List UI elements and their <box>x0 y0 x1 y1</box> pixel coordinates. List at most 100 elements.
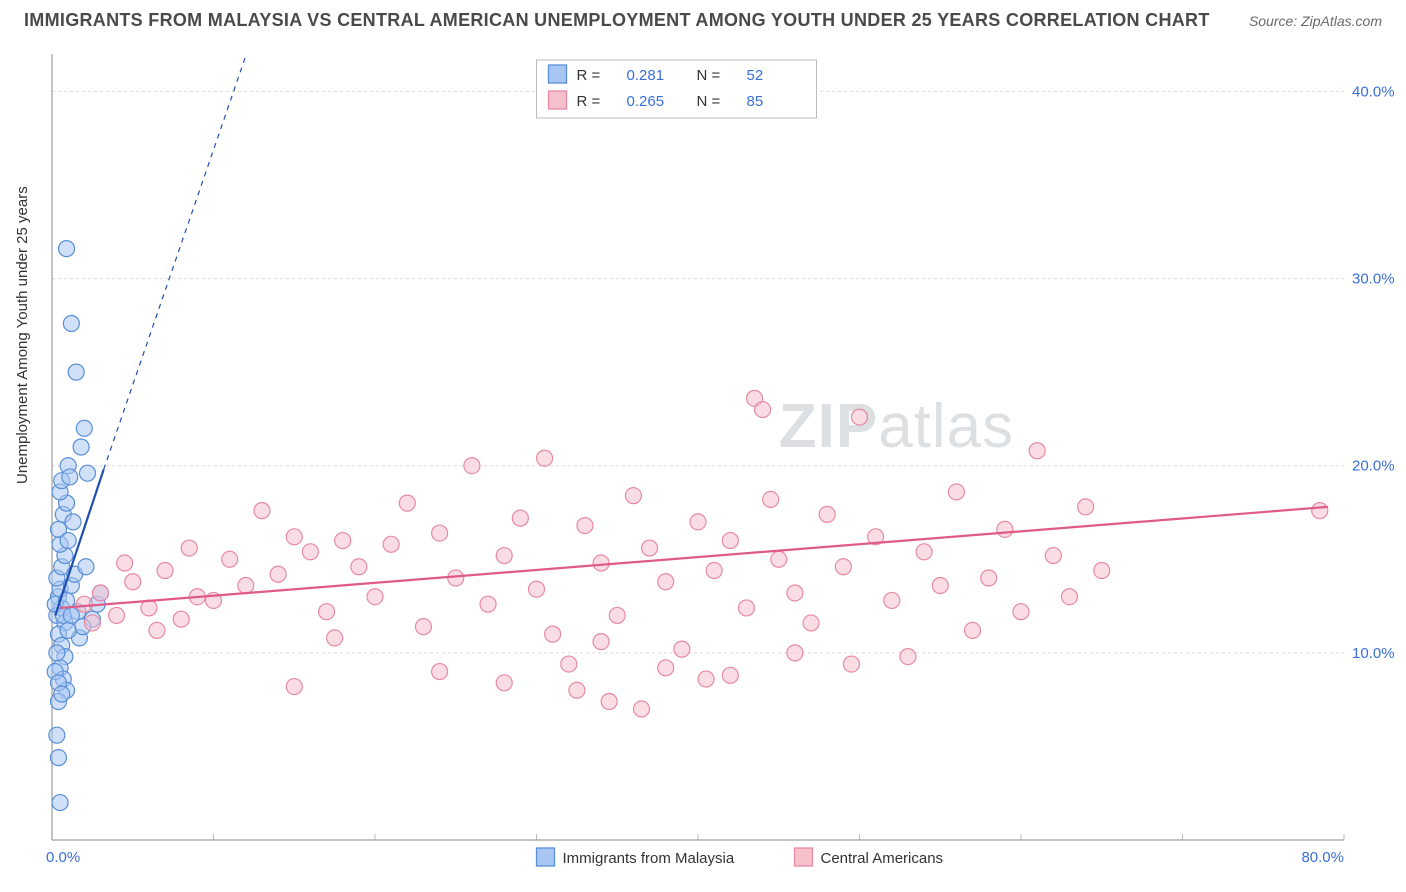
data-point-series-1 <box>698 671 714 687</box>
data-point-series-1 <box>658 660 674 676</box>
legend-swatch <box>549 65 567 83</box>
data-point-series-1 <box>674 641 690 657</box>
data-point-series-1 <box>76 596 92 612</box>
data-point-series-1 <box>537 450 553 466</box>
data-point-series-1 <box>625 488 641 504</box>
data-point-series-0 <box>59 241 75 257</box>
legend-n-label: N = <box>697 67 721 84</box>
data-point-series-1 <box>302 544 318 560</box>
data-point-series-1 <box>117 555 133 571</box>
data-point-series-1 <box>569 682 585 698</box>
data-point-series-1 <box>642 540 658 556</box>
data-point-series-1 <box>843 656 859 672</box>
data-point-series-1 <box>1045 548 1061 564</box>
data-point-series-1 <box>1013 604 1029 620</box>
data-point-series-1 <box>286 679 302 695</box>
bottom-legend-label: Central Americans <box>821 850 944 867</box>
y-axis-label: Unemployment Among Youth under 25 years <box>14 186 31 484</box>
data-point-series-1 <box>658 574 674 590</box>
chart-source: Source: ZipAtlas.com <box>1249 13 1382 29</box>
data-point-series-1 <box>173 611 189 627</box>
data-point-series-1 <box>593 555 609 571</box>
data-point-series-0 <box>49 727 65 743</box>
data-point-series-1 <box>738 600 754 616</box>
data-point-series-0 <box>80 465 96 481</box>
data-point-series-0 <box>52 795 68 811</box>
data-point-series-1 <box>763 491 779 507</box>
data-point-series-1 <box>149 622 165 638</box>
data-point-series-1 <box>965 622 981 638</box>
data-point-series-1 <box>916 544 932 560</box>
data-point-series-0 <box>63 607 79 623</box>
chart-header: IMMIGRANTS FROM MALAYSIA VS CENTRAL AMER… <box>0 0 1406 37</box>
data-point-series-1 <box>561 656 577 672</box>
legend-swatch <box>549 91 567 109</box>
data-point-series-1 <box>884 592 900 608</box>
data-point-series-1 <box>496 548 512 564</box>
data-point-series-1 <box>109 607 125 623</box>
data-point-series-1 <box>367 589 383 605</box>
data-point-series-1 <box>593 634 609 650</box>
data-point-series-1 <box>609 607 625 623</box>
data-point-series-1 <box>496 675 512 691</box>
data-point-series-1 <box>327 630 343 646</box>
data-point-series-1 <box>125 574 141 590</box>
data-point-series-1 <box>787 585 803 601</box>
bottom-legend-label: Immigrants from Malaysia <box>563 850 735 867</box>
data-point-series-1 <box>819 506 835 522</box>
data-point-series-1 <box>335 533 351 549</box>
data-point-series-0 <box>63 315 79 331</box>
data-point-series-1 <box>254 503 270 519</box>
y-tick-label: 30.0% <box>1352 271 1395 288</box>
data-point-series-1 <box>771 551 787 567</box>
data-point-series-0 <box>76 420 92 436</box>
data-point-series-1 <box>512 510 528 526</box>
data-point-series-1 <box>722 533 738 549</box>
data-point-series-0 <box>60 533 76 549</box>
data-point-series-1 <box>803 615 819 631</box>
data-point-series-1 <box>464 458 480 474</box>
data-point-series-1 <box>319 604 335 620</box>
data-point-series-0 <box>54 686 70 702</box>
data-point-series-1 <box>932 577 948 593</box>
data-point-series-0 <box>73 439 89 455</box>
data-point-series-1 <box>432 525 448 541</box>
x-tick-label: 0.0% <box>46 849 80 866</box>
data-point-series-1 <box>238 577 254 593</box>
legend-r-value: 0.265 <box>627 93 665 110</box>
legend-n-label: N = <box>697 93 721 110</box>
data-point-series-1 <box>84 615 100 631</box>
data-point-series-1 <box>948 484 964 500</box>
data-point-series-1 <box>529 581 545 597</box>
data-point-series-1 <box>270 566 286 582</box>
data-point-series-1 <box>997 521 1013 537</box>
data-point-series-1 <box>706 563 722 579</box>
legend-r-label: R = <box>577 93 601 110</box>
data-point-series-0 <box>62 469 78 485</box>
data-point-series-0 <box>65 514 81 530</box>
data-point-series-1 <box>981 570 997 586</box>
data-point-series-1 <box>690 514 706 530</box>
y-tick-label: 20.0% <box>1352 458 1395 475</box>
data-point-series-1 <box>852 409 868 425</box>
bottom-legend-swatch <box>795 848 813 866</box>
scatter-chart: 10.0%20.0%30.0%40.0%0.0%80.0%ZIPatlasR =… <box>0 44 1406 892</box>
data-point-series-1 <box>900 649 916 665</box>
source-label: Source: <box>1249 13 1297 29</box>
data-point-series-1 <box>286 529 302 545</box>
legend-r-label: R = <box>577 67 601 84</box>
data-point-series-1 <box>448 570 464 586</box>
x-tick-label: 80.0% <box>1301 849 1344 866</box>
legend-r-value: 0.281 <box>627 67 665 84</box>
legend-n-value: 52 <box>747 67 764 84</box>
data-point-series-1 <box>480 596 496 612</box>
chart-area: Unemployment Among Youth under 25 years … <box>0 44 1406 892</box>
data-point-series-1 <box>399 495 415 511</box>
data-point-series-1 <box>755 402 771 418</box>
data-point-series-1 <box>351 559 367 575</box>
data-point-series-1 <box>835 559 851 575</box>
data-point-series-1 <box>1312 503 1328 519</box>
data-point-series-1 <box>415 619 431 635</box>
data-point-series-0 <box>68 364 84 380</box>
data-point-series-0 <box>78 559 94 575</box>
